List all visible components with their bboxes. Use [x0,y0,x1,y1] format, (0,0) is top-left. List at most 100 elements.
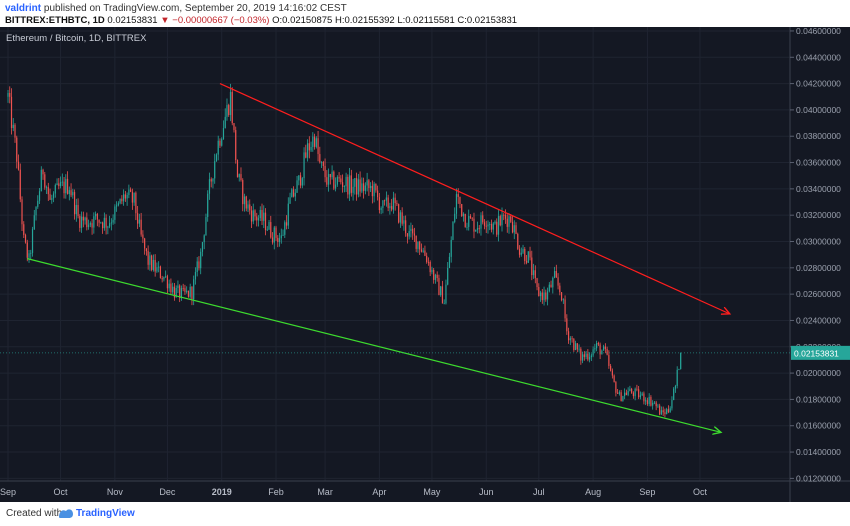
candle-body [236,160,239,178]
candle-body [116,205,118,207]
candle-body [138,219,140,224]
candle-body [333,171,335,189]
candle-body [266,229,268,231]
time-tick-label: 2019 [212,487,232,497]
candle-body [170,283,172,293]
candle-body [494,221,496,224]
candle-body [322,162,324,166]
candle-body [240,174,242,181]
candle-body [517,233,519,249]
price-tick-label: 0.02000000 [796,368,841,378]
candle-body [424,250,426,256]
candle-body [159,266,162,279]
candle-body [385,197,387,201]
candle-body [499,216,501,226]
candle-body [224,116,226,129]
candle-body [354,178,356,187]
candle-body [168,283,170,289]
candle-body [123,194,125,202]
last-value: 0.02153831 [107,15,158,26]
candle-body [200,251,202,269]
candle-body [7,92,9,97]
author-link[interactable]: valdrint [5,3,42,14]
candle-body [196,261,198,273]
candle-body [280,235,282,239]
candle-body [608,354,610,366]
candle-body [35,206,37,216]
candle-body [666,409,668,415]
candle-body [79,216,81,228]
candle-body [459,196,461,205]
tradingview-link[interactable]: TradingView [76,508,135,519]
candle-body [508,216,510,227]
candle-body [306,143,309,158]
candle-body [408,230,410,237]
candle-body [433,269,435,280]
candle-body [513,225,515,233]
candle-body [624,392,626,397]
candle-body [485,225,487,227]
support-trendline[interactable] [27,258,721,433]
candle-body [112,219,114,223]
candle-body [657,405,659,407]
candle-body [28,253,30,258]
candle-body [652,402,654,406]
candle-body [250,210,253,222]
candle-body [417,241,419,249]
candle-body [24,234,27,243]
grid-lines [0,27,790,481]
candle-body [457,194,459,197]
candle-body [21,199,23,225]
candle-body [483,222,486,226]
price-chart[interactable]: 0.04600000 0.04400000 0.04200000 0.04000000… [0,26,850,502]
candle-body [611,370,613,376]
candle-body [469,216,472,219]
candle-body [343,186,345,188]
candle-body [121,198,123,202]
candle-body [191,286,193,300]
candle-body [426,255,428,263]
resistance-trendline[interactable] [219,83,730,314]
candle-body [110,222,112,224]
candle-body [268,222,270,230]
candle-body [221,138,223,146]
price-tick-label: 0.02600000 [796,289,841,299]
candle-body [94,213,97,217]
candle-body [86,217,88,228]
time-tick-label: Feb [268,487,284,497]
chart-canvas[interactable]: 0.04600000 0.04400000 0.04200000 0.04000000… [0,26,850,502]
candle-body [242,180,244,205]
candle-body [645,400,647,402]
symbol-label[interactable]: BITTREX:ETHBTC, 1D [5,15,105,26]
candle-body [23,224,25,235]
time-tick-label: Oct [54,487,69,497]
candle-body [198,261,200,269]
candle-body [58,183,60,187]
candle-body [275,227,277,238]
candle-body [203,235,205,243]
candle-body [403,220,405,224]
candle-body [617,392,619,394]
price-tick-label: 0.01400000 [796,447,841,457]
time-axis[interactable]: Sep Oct Nov Dec 2019 Feb Mar Apr May Jun Jul Aug Sep… [0,487,707,497]
candle-body [96,213,98,220]
candle-body [326,177,328,185]
price-axis-background[interactable] [790,27,850,502]
candle-body [73,192,76,215]
candle-body [604,346,606,349]
candle-body [557,277,559,286]
candle-body [359,179,361,192]
candle-body [543,292,545,301]
candle-body [648,396,650,404]
candle-body [620,392,622,402]
price-tick-label: 0.03800000 [796,131,841,141]
candle-body [47,187,49,195]
trendlines[interactable] [27,83,730,433]
candle-body [184,288,186,292]
candle-body [68,190,70,194]
candle-body [471,218,473,220]
candle-body [529,251,531,258]
candle-body [356,178,358,195]
candle-body [377,190,379,198]
time-tick-label: Oct [693,487,708,497]
